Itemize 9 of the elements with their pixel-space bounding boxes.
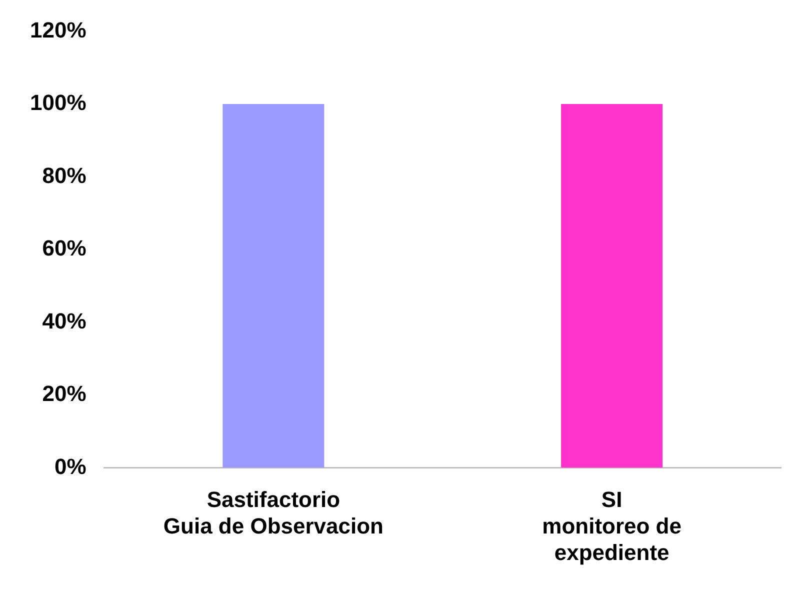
y-tick-label: 80% (42, 162, 86, 188)
x-tick-label: SI monitoreo de expediente (542, 487, 682, 565)
y-tick-label: 0% (54, 454, 86, 479)
y-tick-label: 20% (42, 381, 86, 406)
y-tick-label: 40% (42, 308, 86, 334)
y-tick-label: 100% (30, 90, 86, 116)
y-tick-label: 60% (42, 236, 86, 261)
y-tick-label: 120% (30, 17, 86, 42)
x-tick-label: Sastifactorio Guia de Observacion (163, 487, 384, 538)
